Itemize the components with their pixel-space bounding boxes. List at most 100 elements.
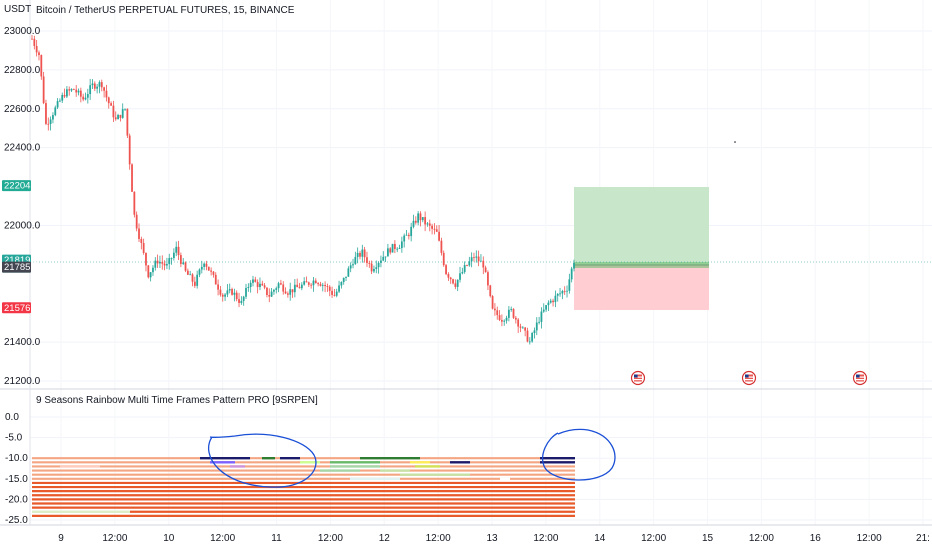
candle[interactable]: [124, 108, 126, 112]
candle[interactable]: [184, 261, 187, 273]
candle[interactable]: [554, 290, 557, 308]
candle[interactable]: [566, 285, 568, 298]
candle[interactable]: [389, 247, 392, 255]
candle[interactable]: [168, 253, 171, 270]
us-flag-event-icon[interactable]: [630, 370, 646, 386]
candle[interactable]: [431, 223, 434, 235]
candle[interactable]: [491, 295, 494, 310]
candle[interactable]: [91, 79, 94, 89]
candle[interactable]: [393, 240, 396, 254]
candle[interactable]: [100, 79, 103, 92]
candle[interactable]: [128, 133, 131, 170]
candle[interactable]: [212, 270, 215, 278]
candle[interactable]: [375, 260, 378, 274]
candle[interactable]: [380, 255, 382, 268]
candle[interactable]: [396, 247, 399, 253]
candle[interactable]: [405, 230, 408, 236]
candle[interactable]: [200, 260, 203, 274]
candle[interactable]: [470, 252, 473, 268]
candle[interactable]: [324, 281, 326, 293]
candle[interactable]: [347, 266, 350, 277]
candle[interactable]: [466, 264, 468, 267]
candle[interactable]: [59, 98, 61, 103]
candle[interactable]: [477, 250, 480, 267]
candle[interactable]: [533, 327, 536, 339]
candle[interactable]: [110, 101, 112, 106]
candle[interactable]: [384, 256, 387, 262]
candle[interactable]: [482, 256, 485, 275]
candle[interactable]: [421, 217, 424, 223]
candle[interactable]: [503, 319, 506, 326]
candle[interactable]: [340, 281, 343, 289]
candle[interactable]: [459, 266, 461, 283]
hand-drawn-annotations[interactable]: [207, 428, 616, 488]
candle[interactable]: [70, 88, 73, 93]
candle[interactable]: [65, 86, 68, 99]
candle[interactable]: [387, 243, 389, 257]
time-axis[interactable]: 9 12:00 10 12:00 11 12:00 12 12:00 13 12:00 14 12:0…: [58, 533, 930, 544]
candle[interactable]: [56, 98, 59, 110]
candle[interactable]: [366, 251, 368, 267]
candle[interactable]: [517, 318, 520, 333]
candle[interactable]: [245, 283, 247, 299]
candle[interactable]: [526, 327, 529, 343]
candle[interactable]: [312, 277, 315, 292]
candle[interactable]: [531, 331, 534, 343]
candle[interactable]: [205, 260, 208, 271]
candle[interactable]: [277, 281, 280, 293]
candle[interactable]: [331, 286, 333, 298]
candle[interactable]: [494, 303, 496, 316]
candle[interactable]: [370, 260, 373, 274]
candle[interactable]: [61, 92, 64, 104]
candle[interactable]: [242, 295, 245, 306]
candle[interactable]: [307, 281, 310, 288]
us-flag-event-icon[interactable]: [852, 370, 868, 386]
candle[interactable]: [403, 233, 406, 248]
candle[interactable]: [424, 211, 427, 232]
candle[interactable]: [498, 310, 501, 322]
candle[interactable]: [145, 252, 147, 272]
candle[interactable]: [535, 317, 538, 336]
candle[interactable]: [210, 267, 213, 276]
candle[interactable]: [317, 282, 320, 287]
candle[interactable]: [440, 237, 443, 256]
candle[interactable]: [419, 211, 422, 227]
indicator-title[interactable]: 9 Seasons Rainbow Multi Time Frames Patt…: [36, 395, 318, 406]
candle[interactable]: [352, 258, 354, 269]
candle[interactable]: [254, 276, 257, 283]
candle[interactable]: [507, 306, 510, 322]
candle[interactable]: [398, 244, 401, 250]
candle[interactable]: [252, 275, 254, 287]
candle[interactable]: [514, 315, 517, 324]
candle[interactable]: [198, 268, 201, 278]
candle[interactable]: [454, 279, 457, 290]
candle[interactable]: [319, 281, 322, 287]
candle[interactable]: [259, 277, 261, 291]
candle[interactable]: [135, 211, 138, 232]
candle[interactable]: [112, 100, 115, 123]
candle[interactable]: [412, 214, 415, 229]
candle[interactable]: [335, 288, 338, 298]
candle[interactable]: [263, 282, 266, 290]
candle[interactable]: [296, 278, 299, 288]
candle[interactable]: [447, 272, 450, 281]
candle[interactable]: [356, 247, 359, 264]
indicator-axis[interactable]: 0.0 -5.0 -10.0 -15.0 -20.0 -25.0: [5, 412, 28, 526]
candle[interactable]: [382, 251, 385, 262]
candle[interactable]: [86, 88, 89, 104]
candle[interactable]: [131, 163, 133, 192]
candle[interactable]: [270, 287, 273, 297]
candle[interactable]: [549, 298, 552, 304]
candle[interactable]: [156, 254, 159, 268]
candle[interactable]: [363, 246, 366, 263]
candle[interactable]: [217, 279, 219, 296]
candle[interactable]: [256, 279, 259, 294]
candle[interactable]: [496, 306, 499, 320]
candle[interactable]: [435, 225, 438, 233]
candle[interactable]: [175, 241, 178, 257]
loss-zone[interactable]: [574, 265, 709, 310]
candle[interactable]: [45, 99, 47, 126]
candle[interactable]: [77, 88, 80, 96]
candle[interactable]: [98, 80, 101, 94]
candle[interactable]: [489, 284, 492, 298]
